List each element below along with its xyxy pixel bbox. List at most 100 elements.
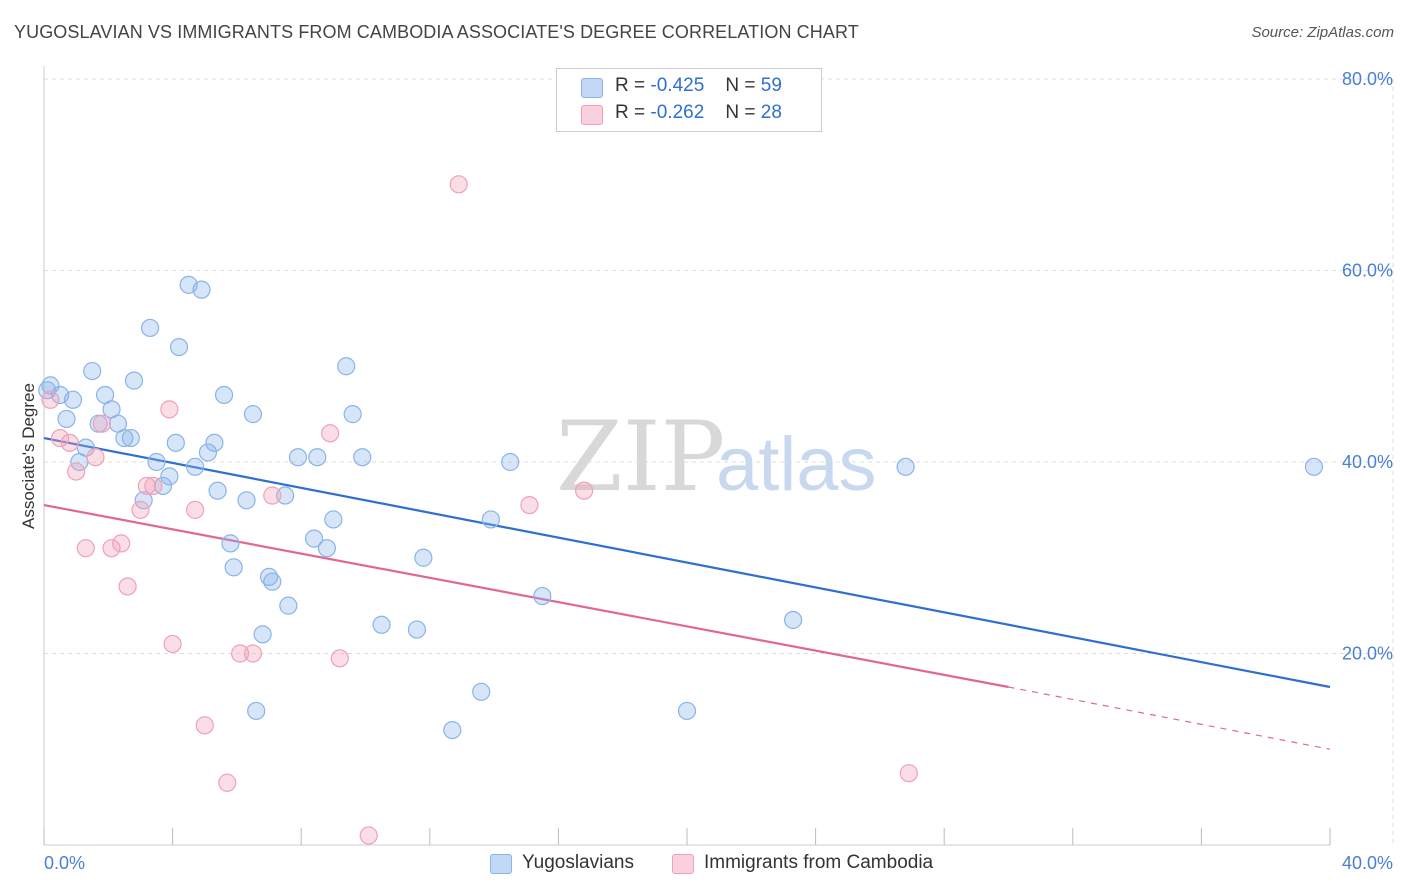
trend-line-yugoslavians	[43, 436, 1331, 689]
point-yugoslavian	[783, 610, 803, 630]
point-yugoslavian	[304, 529, 324, 548]
point-yugoslavian	[134, 491, 153, 510]
point-yugoslavian	[407, 620, 427, 639]
point-cambodia	[263, 486, 282, 505]
point-yugoslavian	[121, 428, 140, 448]
y-tick-label: 60.0%	[1342, 261, 1393, 281]
point-yugoslavian	[237, 491, 256, 510]
point-yugoslavian	[153, 476, 173, 496]
point-yugoslavian	[677, 701, 697, 721]
bottom-legend-swatch-pink	[672, 854, 694, 874]
point-cambodia	[575, 481, 594, 500]
point-cambodia	[163, 634, 182, 654]
point-yugoslavian	[414, 548, 433, 567]
point-yugoslavian	[472, 682, 491, 701]
point-yugoslavian	[41, 376, 60, 395]
point-cambodia	[112, 534, 131, 553]
point-yugoslavian	[1304, 457, 1324, 476]
point-yugoslavian	[501, 452, 520, 472]
point-cambodia	[118, 577, 137, 596]
point-yugoslavian	[208, 481, 227, 500]
y-tick-label: 40.0%	[1342, 452, 1393, 472]
point-yugoslavian	[57, 409, 76, 429]
bottom-legend-swatch-blue	[490, 854, 512, 874]
point-yugoslavian	[224, 558, 243, 577]
point-yugoslavian	[160, 467, 179, 486]
point-yugoslavian	[443, 720, 462, 740]
point-cambodia	[231, 644, 250, 663]
point-yugoslavian	[533, 586, 552, 606]
chart-title: YUGOSLAVIAN VS IMMIGRANTS FROM CAMBODIA …	[14, 22, 859, 42]
point-cambodia	[41, 390, 60, 409]
legend-n-value: 28	[760, 102, 782, 123]
y-tick-label: 80.0%	[1342, 69, 1393, 89]
point-yugoslavian	[896, 457, 915, 476]
point-cambodia	[449, 175, 468, 194]
point-yugoslavian	[288, 448, 308, 467]
point-yugoslavian	[263, 572, 282, 591]
point-yugoslavian	[221, 534, 240, 553]
point-yugoslavian	[372, 615, 391, 634]
point-yugoslavian	[140, 318, 160, 338]
point-yugoslavian	[337, 357, 356, 376]
bottom-legend: Yugoslavians Immigrants from Cambodia	[0, 852, 1406, 878]
point-cambodia	[243, 644, 263, 663]
trend-line-cambodia-extrapolated	[1008, 686, 1331, 750]
point-yugoslavian	[83, 361, 102, 381]
bottom-legend-label: Yugoslavians	[522, 852, 634, 873]
point-cambodia	[160, 400, 179, 419]
point-yugoslavian	[115, 428, 134, 448]
x-tick-label: 40.0%	[1342, 853, 1393, 873]
legend-swatch-blue	[581, 78, 603, 98]
y-tick-label: 20.0%	[1342, 644, 1393, 664]
point-yugoslavian	[166, 433, 185, 452]
point-cambodia	[218, 773, 237, 792]
point-yugoslavian	[214, 385, 234, 405]
legend-n-value: 59	[760, 75, 782, 96]
tick-labels: 20.0% 40.0% 60.0% 80.0% 0.0% 40.0%	[44, 69, 1393, 873]
point-cambodia	[86, 448, 105, 467]
point-yugoslavian	[147, 452, 166, 472]
point-yugoslavian	[247, 701, 266, 721]
y-axis-label: Associate's Degree	[19, 383, 38, 529]
point-cambodia	[520, 495, 539, 515]
point-cambodia	[330, 649, 349, 668]
legend-swatch-pink	[581, 105, 603, 125]
point-yugoslavian	[317, 539, 337, 558]
point-yugoslavian	[324, 510, 343, 529]
axes	[43, 66, 1331, 846]
legend-n-label: N =	[725, 75, 756, 96]
legend-r-value: -0.262	[650, 102, 705, 123]
point-yugoslavian	[353, 448, 372, 467]
point-yugoslavian	[186, 457, 205, 476]
point-yugoslavian	[63, 390, 83, 409]
point-yugoslavian	[169, 338, 189, 357]
point-yugoslavian	[124, 371, 144, 390]
trend-lines	[43, 436, 1331, 750]
point-yugoslavian	[276, 486, 295, 505]
point-cambodia	[195, 716, 214, 735]
point-cambodia	[102, 539, 121, 558]
point-yugoslavian	[308, 448, 327, 467]
x-tick-label: 0.0%	[44, 853, 85, 873]
watermark: ZIP atlas	[556, 401, 877, 513]
point-yugoslavian	[243, 405, 263, 424]
point-yugoslavian	[192, 280, 211, 299]
point-cambodia	[186, 500, 205, 519]
point-cambodia	[144, 476, 163, 496]
data-points	[38, 175, 1324, 845]
bottom-legend-label: Immigrants from Cambodia	[704, 852, 934, 873]
point-cambodia	[60, 433, 79, 452]
legend-n-label: N =	[725, 102, 756, 123]
point-cambodia	[359, 826, 378, 845]
point-yugoslavian	[279, 596, 298, 615]
source-label: Source: ZipAtlas.com	[1251, 24, 1394, 41]
point-yugoslavian	[253, 625, 272, 644]
legend-r-value: -0.425	[650, 75, 705, 96]
point-cambodia	[899, 764, 918, 783]
point-cambodia	[67, 462, 86, 481]
point-yugoslavian	[481, 510, 500, 529]
point-cambodia	[131, 500, 150, 519]
point-yugoslavian	[205, 433, 224, 452]
